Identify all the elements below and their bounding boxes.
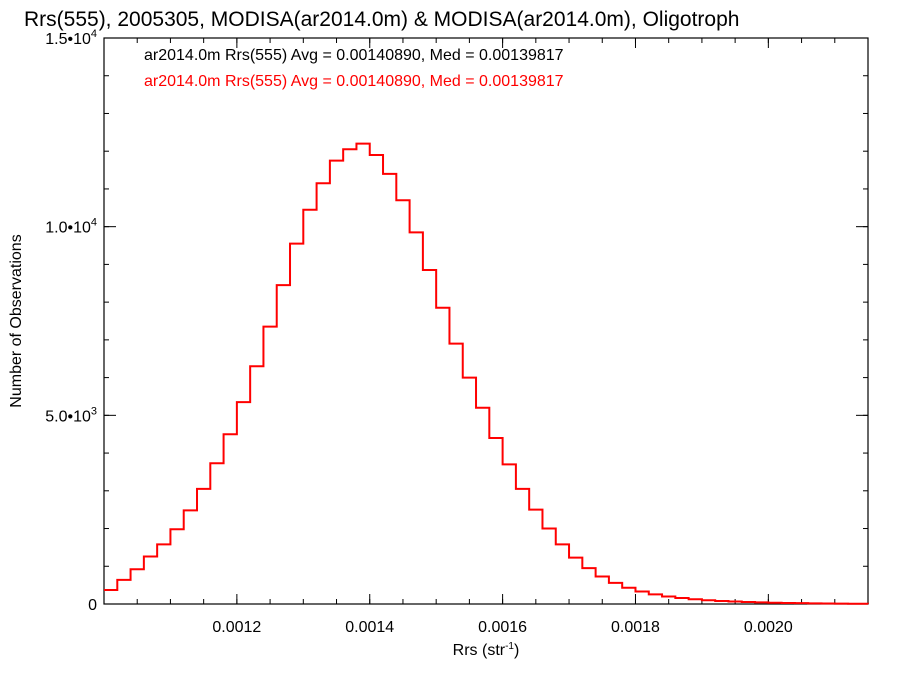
plot-frame: [103, 37, 869, 605]
x-tick-label: 0.0016: [478, 619, 527, 636]
y-tick-exponent: 4: [91, 28, 97, 40]
x-axis-label-superscript: -1: [505, 641, 514, 652]
x-axis-label-suffix: ): [514, 642, 519, 659]
legend: ar2014.0m Rrs(555) Avg = 0.00140890, Med…: [144, 47, 564, 90]
x-axis-label-base: Rrs (str: [453, 642, 506, 659]
y-tick-exponent: 3: [91, 405, 97, 417]
y-tick-exponent: 4: [91, 217, 97, 229]
y-tick-label: 5.0•103: [45, 405, 97, 425]
x-tick-label: 0.0020: [744, 619, 793, 636]
y-tick-mantissa: 0: [88, 597, 97, 614]
y-tick-mantissa: 5.0•10: [45, 408, 91, 425]
x-tick-label: 0.0014: [345, 619, 394, 636]
legend-entry-1: ar2014.0m Rrs(555) Avg = 0.00140890, Med…: [144, 73, 564, 90]
y-tick-label: 0: [88, 597, 97, 614]
x-tick-label: 0.0018: [611, 619, 660, 636]
y-tick-label: 1.0•104: [45, 217, 97, 237]
x-axis-label: Rrs (str-1): [453, 641, 520, 659]
x-tick-label: 0.0012: [212, 619, 261, 636]
legend-entry-0: ar2014.0m Rrs(555) Avg = 0.00140890, Med…: [144, 47, 564, 64]
axis-ticks: 0.0012 0.0014 0.0016 0.0018 0.0020 0 5.0•103 1.…: [45, 28, 869, 636]
series-layer: [104, 142, 869, 605]
chart-title: Rrs(555), 2005305, MODISA(ar2014.0m) & M…: [24, 8, 739, 31]
y-tick-mantissa: 1.5•10: [45, 31, 91, 48]
y-tick-mantissa: 1.0•10: [45, 220, 91, 237]
y-tick-label: 1.5•104: [45, 28, 97, 48]
y-axis-label: Number of Observations: [8, 234, 25, 407]
series-line-0: [104, 142, 869, 605]
